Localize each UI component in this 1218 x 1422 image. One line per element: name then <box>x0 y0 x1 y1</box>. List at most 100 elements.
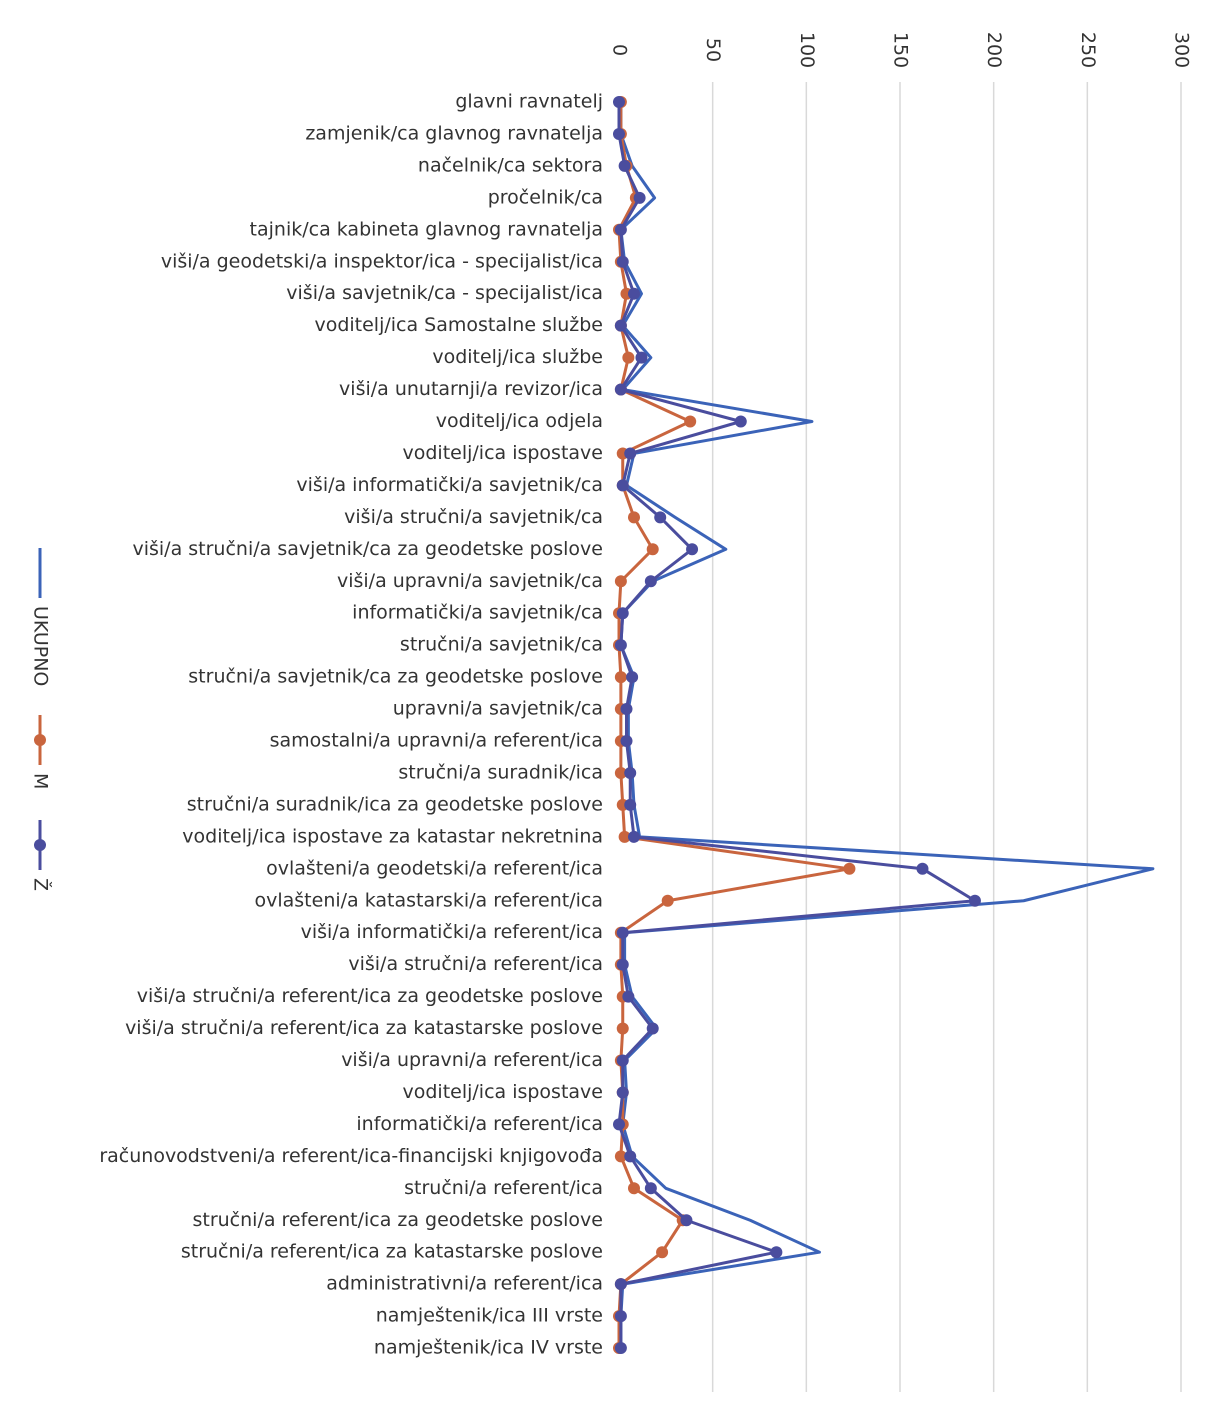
point <box>616 607 629 620</box>
point <box>614 1150 627 1163</box>
point <box>614 319 627 332</box>
y-tick-label: stručni/a suradnik/ica <box>398 761 603 783</box>
y-tick-label: glavni ravnatelj <box>455 91 603 113</box>
point <box>661 894 674 907</box>
point <box>613 127 625 140</box>
series-line <box>619 102 1155 1349</box>
point <box>916 862 929 875</box>
point <box>734 415 747 428</box>
point <box>614 639 627 652</box>
point <box>618 159 631 172</box>
y-tick-label: namještenik/ica IV vrste <box>374 1337 603 1359</box>
x-tick-label: 0 <box>609 44 631 56</box>
point <box>624 1150 637 1163</box>
y-tick-label: viši/a upravni/a referent/ica <box>341 1049 603 1071</box>
y-tick-label: stručni/a suradnik/ica za geodetske posl… <box>187 793 603 815</box>
point <box>614 223 627 236</box>
point <box>644 1182 657 1195</box>
point <box>616 1022 629 1035</box>
point <box>627 511 640 524</box>
y-tick-label: namještenik/ica III vrste <box>376 1305 603 1327</box>
y-tick-label: stručni/a savjetnik/ca za geodetske posl… <box>188 666 603 688</box>
point <box>614 1310 627 1323</box>
point <box>646 1022 659 1035</box>
y-tick-label: viši/a upravni/a savjetnik/ca <box>337 570 603 592</box>
y-tick-label: ovlašteni/a geodetski/a referent/ica <box>266 857 603 879</box>
legend-marker <box>34 734 46 746</box>
y-tick-label: voditelj/ica ispostave za katastar nekre… <box>182 825 603 847</box>
legend-label: Ž <box>30 878 53 891</box>
point <box>843 862 856 875</box>
y-tick-label: viši/a geodetski/a inspektor/ica - speci… <box>161 250 603 272</box>
y-tick-label: viši/a stručni/a savjetnik/ca za geodets… <box>132 538 603 560</box>
point <box>627 287 640 300</box>
point <box>968 894 981 907</box>
point <box>626 671 639 684</box>
y-tick-label: pročelnik/ca <box>488 186 603 208</box>
y-tick-label: viši/a stručni/a referent/ica <box>348 953 603 975</box>
x-tick-label: 150 <box>890 32 912 68</box>
y-tick-label: voditelj/ica ispostave <box>402 442 603 464</box>
y-tick-label: računovodstveni/a referent/ica-financijs… <box>99 1145 603 1167</box>
point <box>614 1342 627 1355</box>
point <box>646 543 659 556</box>
point <box>616 479 629 492</box>
point <box>635 351 648 364</box>
point <box>654 511 667 524</box>
point <box>770 1246 783 1259</box>
y-tick-label: viši/a savjetnik/ca - specijalist/ica <box>286 282 603 304</box>
point <box>614 766 627 779</box>
point <box>614 671 627 684</box>
point <box>616 926 629 939</box>
point <box>618 830 631 843</box>
y-tick-label: voditelj/ica službe <box>432 346 603 368</box>
y-tick-label: viši/a informatički/a savjetnik/ca <box>296 474 603 496</box>
point <box>614 575 627 588</box>
y-tick-label: viši/a unutarnji/a revizor/ica <box>339 378 603 400</box>
point <box>656 1246 669 1259</box>
point <box>616 1086 629 1099</box>
point <box>616 255 629 268</box>
y-tick-label: stručni/a referent/ica za geodetske posl… <box>192 1209 603 1231</box>
point <box>684 415 697 428</box>
series-line <box>617 102 851 1349</box>
y-tick-label: upravni/a savjetnik/ca <box>393 698 603 720</box>
y-tick-label: ovlašteni/a katastarski/a referent/ica <box>254 889 603 911</box>
legend-label: UKUPNO <box>30 606 52 686</box>
y-tick-label: viši/a informatički/a referent/ica <box>301 921 603 943</box>
y-tick-label: viši/a stručni/a referent/ica za katasta… <box>125 1017 603 1039</box>
y-tick-label: stručni/a referent/ica za katastarske po… <box>181 1241 603 1263</box>
x-tick-label: 100 <box>796 32 818 68</box>
y-tick-label: administrativni/a referent/ica <box>326 1273 603 1295</box>
point <box>620 703 633 716</box>
point <box>624 798 637 811</box>
legend-label: M <box>30 773 52 789</box>
x-tick-label: 300 <box>1171 32 1193 68</box>
y-tick-label: stručni/a savjetnik/ca <box>400 634 603 656</box>
point <box>622 990 635 1003</box>
point <box>633 191 646 204</box>
x-tick-label: 250 <box>1077 32 1099 68</box>
y-tick-label: viši/a stručni/a referent/ica za geodets… <box>137 985 603 1007</box>
point <box>627 830 640 843</box>
y-tick-label: viši/a stručni/a savjetnik/ca <box>344 506 603 528</box>
y-tick-label: samostalni/a upravni/a referent/ica <box>270 730 603 752</box>
y-tick-label: zamjenik/ca glavnog ravnatelja <box>305 122 603 144</box>
y-tick-label: stručni/a referent/ica <box>404 1177 603 1199</box>
point <box>613 1118 625 1131</box>
point <box>624 447 637 460</box>
point <box>616 958 629 971</box>
point <box>614 383 627 396</box>
legend-marker <box>34 839 46 851</box>
x-tick-label: 200 <box>983 32 1005 68</box>
point <box>613 96 625 108</box>
point <box>627 1182 640 1195</box>
y-tick-label: tajnik/ca kabineta glavnog ravnatelja <box>250 218 603 240</box>
point <box>624 766 637 779</box>
y-tick-label: voditelj/ica Samostalne službe <box>314 314 603 336</box>
point <box>686 543 699 556</box>
point <box>622 351 635 364</box>
y-tick-label: voditelj/ica odjela <box>436 410 603 432</box>
y-tick-label: informatički/a savjetnik/ca <box>352 602 603 624</box>
